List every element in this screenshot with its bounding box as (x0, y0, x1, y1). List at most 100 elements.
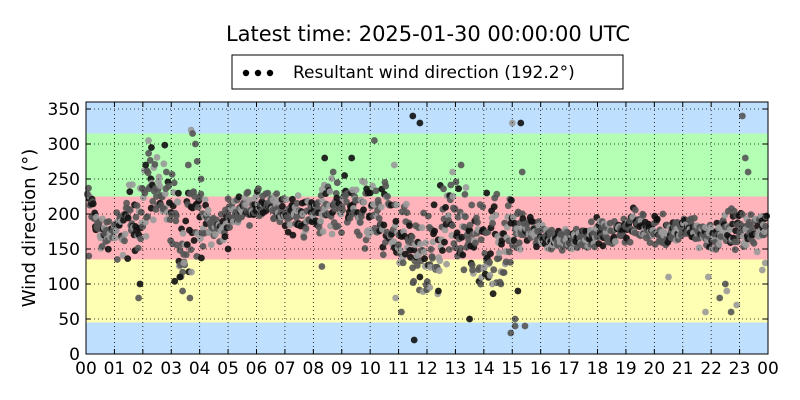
data-point (417, 240, 424, 248)
x-tick-label: 18 (587, 359, 609, 379)
data-point (371, 137, 378, 144)
legend-box (231, 54, 624, 90)
data-point (395, 241, 402, 249)
data-point (184, 161, 192, 169)
data-point (457, 161, 465, 169)
y-tick-label: 350 (48, 100, 80, 120)
data-point (289, 231, 297, 239)
data-point (722, 280, 729, 288)
data-point (490, 266, 498, 274)
data-point (279, 202, 286, 210)
data-point (492, 211, 500, 219)
data-point (111, 234, 119, 242)
data-point (84, 191, 91, 198)
y-axis-label: Wind direction (°) (19, 149, 40, 308)
data-point (440, 185, 447, 193)
data-point (286, 221, 294, 229)
y-tick-label: 300 (48, 135, 80, 155)
data-point (132, 213, 140, 221)
data-point (449, 168, 456, 176)
data-point (452, 244, 459, 252)
data-point (599, 242, 607, 250)
data-point (441, 238, 448, 246)
data-point (445, 246, 453, 253)
data-point (466, 315, 473, 323)
data-point (221, 233, 229, 241)
data-point (727, 308, 735, 316)
data-point (436, 257, 444, 265)
data-point (496, 249, 503, 257)
data-point (518, 168, 526, 176)
data-point (451, 205, 459, 213)
data-point (733, 301, 741, 309)
data-point (384, 193, 391, 200)
data-point (408, 233, 416, 241)
data-point (461, 191, 469, 198)
data-point (246, 222, 253, 229)
data-point (326, 188, 334, 196)
data-point (121, 237, 128, 245)
data-point (124, 214, 132, 222)
data-point (372, 187, 380, 195)
data-point (477, 280, 484, 288)
data-point (192, 140, 199, 148)
data-point (142, 161, 150, 169)
data-point (148, 144, 155, 151)
x-axis: 00 01 02 03 04 05 06 07 08 09 10 11 12 13 14 15 16 17 18 19… (75, 102, 779, 379)
data-point (514, 287, 522, 295)
data-point (459, 251, 467, 259)
data-point (135, 294, 143, 302)
data-point (163, 168, 170, 176)
data-point (493, 190, 501, 198)
data-point (511, 315, 519, 323)
legend: Resultant wind direction (192.2°) (231, 54, 624, 90)
data-point (511, 219, 518, 227)
data-point (429, 238, 437, 246)
data-point (319, 228, 327, 236)
data-point (469, 266, 476, 274)
data-point (410, 277, 418, 285)
data-point (402, 200, 410, 208)
x-tick-label: 02 (132, 359, 154, 379)
data-point (504, 202, 512, 210)
data-point (726, 226, 734, 234)
data-point (443, 260, 450, 268)
data-point (477, 236, 485, 244)
data-point (179, 287, 187, 295)
data-point (410, 246, 418, 254)
data-point (399, 259, 407, 267)
data-point (98, 243, 106, 250)
data-point (435, 267, 443, 275)
x-tick-label: 04 (189, 359, 211, 379)
x-tick-label: 07 (274, 359, 296, 379)
data-point (466, 221, 474, 229)
x-tick-label: 17 (558, 359, 580, 379)
data-point (505, 248, 513, 256)
data-point (747, 211, 755, 219)
x-tick-label: 22 (700, 359, 722, 379)
data-point (420, 248, 428, 256)
data-point (653, 215, 661, 223)
data-point (255, 185, 262, 193)
data-point (379, 251, 387, 259)
data-point (424, 212, 432, 220)
data-point (435, 287, 442, 295)
legend-marker-dot (254, 69, 262, 77)
data-point (460, 266, 468, 274)
data-point (733, 238, 741, 246)
data-point (392, 217, 400, 225)
data-point (187, 246, 195, 254)
data-point (517, 119, 525, 127)
data-point (166, 216, 174, 223)
data-point (568, 245, 576, 253)
data-point (472, 239, 479, 247)
data-point (155, 173, 163, 181)
legend-label: Resultant wind direction (192.2°) (293, 63, 575, 83)
data-point (431, 227, 438, 235)
data-point (207, 241, 215, 249)
x-tick-label: 05 (217, 359, 239, 379)
data-point (180, 259, 188, 267)
data-point (487, 250, 494, 257)
data-point (242, 201, 250, 209)
data-point (339, 206, 346, 214)
